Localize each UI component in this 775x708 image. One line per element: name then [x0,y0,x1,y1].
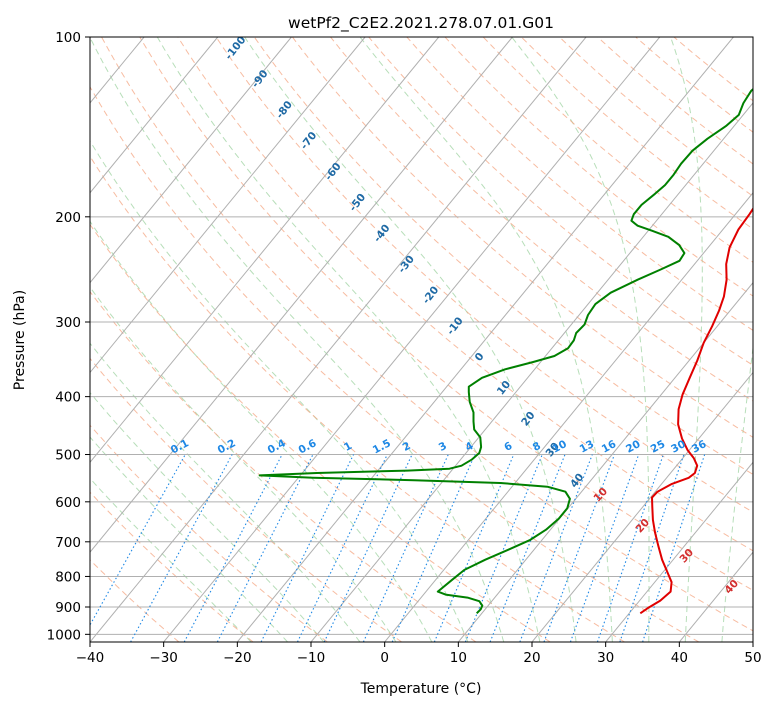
dry-adiabat-line [482,37,753,263]
isotherm-line [90,37,292,284]
mixing-ratio-line [569,454,640,642]
isotherm-line [163,37,661,642]
isotherm-line [90,37,513,553]
y-tick-label: 400 [55,390,81,406]
isotherm-line [90,37,587,642]
dry-adiabat-line [90,357,402,642]
mixing-ratio-line [216,454,314,642]
isotherm-line [90,37,440,464]
y-tick-label: 800 [55,569,81,585]
dry-adiabat-line [215,37,753,513]
dry-adiabat-line [90,223,551,642]
dry-adiabat-line [292,37,753,438]
mixing-ratio-line [296,454,388,642]
dewpoint-line [258,87,753,615]
y-tick-label: 600 [55,495,81,511]
isotherm-line [236,37,734,642]
isotherm-line [531,371,753,642]
y-tick-label: 500 [55,448,81,464]
moist-adiabat-line [90,342,361,642]
isotherm-line [310,102,753,642]
mixing-ratio-line [260,454,355,642]
moist-adiabat-line [721,343,753,642]
dry-adiabat-line [368,37,753,366]
plot-frame [89,36,754,643]
y-tick-label: 700 [55,535,81,551]
y-axis-ticks: 100 200 300 400 500 600 700 800 900 1000 [47,30,90,643]
x-tick-label: 0 [380,650,389,666]
moist-adiabat-line [359,37,613,642]
moist-adiabat-line [90,220,433,642]
isotherm-line [384,192,753,642]
moist-adiabat-line [90,140,469,642]
dry-adiabat-line [177,37,753,552]
x-tick-label: −20 [223,650,252,666]
y-tick-label: 100 [55,30,81,46]
mixing-ratio-line [519,454,593,642]
moist-adiabat-line [90,37,505,642]
x-tick-label: −40 [76,650,105,666]
mixing-ratio-line [323,454,413,642]
temperature-line [639,207,753,615]
y-tick-label: 1000 [47,627,81,643]
isotherm-line [90,37,219,194]
dry-adiabat-line [90,85,700,642]
plot-area: -100-90-80-70-60-50-40-30-20-10010203040… [90,37,753,642]
moist-adiabat-line [244,37,577,642]
x-axis-ticks: −40 −30 −20 −10 0 10 20 30 40 50 [76,642,762,666]
dry-adiabat-line [90,155,625,642]
chart-title: wetPf2_C2E2.2021.278.07.01.G01 [288,14,554,33]
dry-adiabat-line [253,37,753,475]
dry-adiabat-line [90,290,477,642]
mixing-ratio-line [642,454,706,642]
y-tick-label: 200 [55,210,81,226]
x-tick-label: 20 [523,650,540,666]
x-tick-label: 30 [597,650,614,666]
dry-adiabat-line [139,37,753,591]
moist-adiabat-line [90,286,397,642]
moist-adiabat-line [90,391,325,642]
isotherms [90,37,753,642]
y-axis-label: Pressure (hPa) [12,290,28,390]
moist-adiabat-line [670,37,703,642]
dry-adiabat-line [520,37,753,230]
profile-series [258,87,753,615]
y-tick-label: 300 [55,315,81,331]
mixing-ratio-line [543,454,615,642]
x-tick-label: 50 [744,650,761,666]
x-tick-label: −30 [149,650,178,666]
x-tick-label: 10 [450,650,467,666]
y-tick-label: 900 [55,600,81,616]
mixing-ratio-line [489,454,566,642]
isotherm-line [90,37,366,374]
x-tick-label: 40 [671,650,688,666]
dry-adiabat-line [444,37,753,297]
mixing-ratio-line [596,454,664,642]
moist-adiabat-line [511,37,650,642]
mixing-ratio-line [619,454,685,642]
mixing-ratio-line [183,454,283,642]
x-tick-label: −10 [297,650,326,666]
moist-adiabat-line [156,37,541,642]
moist-adiabats [90,37,753,642]
x-axis-label: Temperature (°C) [360,681,482,697]
isotherm-line [605,461,753,642]
dry-adiabat-line [330,37,753,402]
